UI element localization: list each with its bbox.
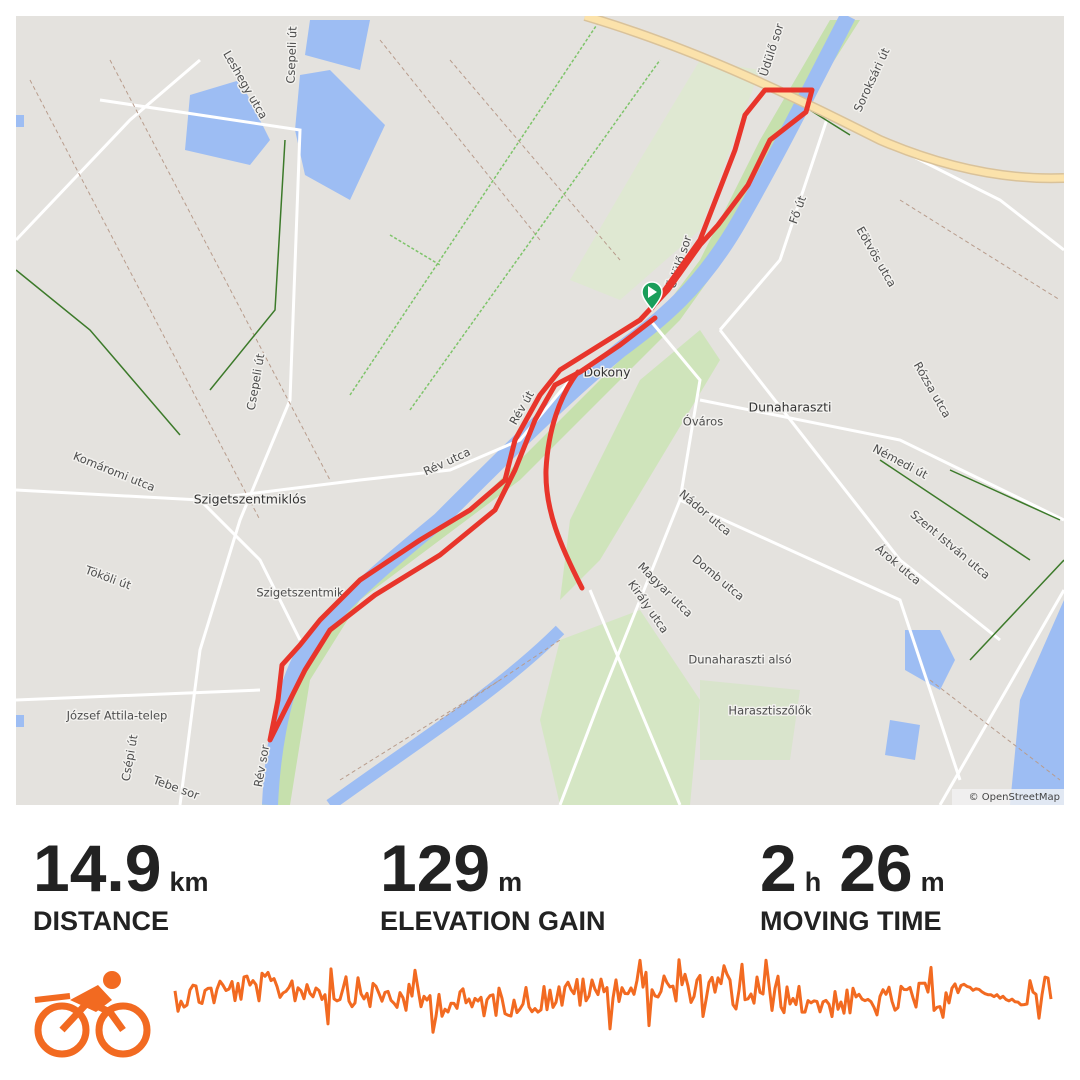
activity-profile — [173, 958, 1053, 1034]
elevation-label: ELEVATION GAIN — [380, 906, 606, 936]
park — [570, 60, 760, 300]
minutes-unit: m — [921, 867, 945, 897]
distance-value: 14.9 — [33, 831, 161, 905]
moving-time-label: MOVING TIME — [760, 906, 942, 936]
paths — [349, 19, 661, 411]
place-label: Óváros — [683, 414, 723, 429]
ride-icon-head — [103, 971, 121, 989]
distance-label: DISTANCE — [33, 906, 169, 936]
distance-stat: 14.9 km — [33, 831, 209, 905]
moving-time-stat: 2 h 26 m — [760, 831, 945, 905]
roads — [16, 58, 1064, 805]
attribution-box — [952, 789, 1064, 805]
place-label: Harasztiszőlők — [728, 704, 811, 718]
park — [700, 680, 800, 760]
place-label: Szigetszentmiklós — [194, 492, 307, 507]
river — [326, 625, 565, 805]
minutes-value: 26 — [839, 831, 912, 905]
lake — [1010, 600, 1064, 805]
map: Üdülő sor Soroksári út Leshegy utca Csep… — [16, 16, 1064, 805]
hours-unit: h — [805, 867, 822, 897]
highway — [584, 16, 1064, 182]
tracks — [29, 39, 1061, 781]
elevation-stat: 129 m — [380, 831, 522, 905]
park — [560, 330, 720, 600]
ride-icon-body — [70, 985, 112, 1012]
route — [267, 87, 815, 743]
place-label: Dunaharaszti — [749, 400, 832, 415]
river — [262, 16, 856, 805]
elevation-value: 129 — [380, 831, 490, 905]
distance-unit: km — [169, 867, 208, 897]
elevation-unit: m — [498, 867, 522, 897]
place-label: Szigetszentmik — [256, 586, 344, 600]
lakes — [16, 20, 955, 760]
start-marker — [641, 281, 663, 312]
attribution: © OpenStreetMap — [969, 792, 1060, 803]
street-label: Csepeli út — [284, 26, 300, 84]
place-label: Dunaharaszti alsó — [688, 653, 791, 667]
place-label: Dokony — [583, 365, 631, 380]
hours-value: 2 — [760, 831, 797, 905]
place-label: József Attila-telep — [66, 709, 168, 723]
